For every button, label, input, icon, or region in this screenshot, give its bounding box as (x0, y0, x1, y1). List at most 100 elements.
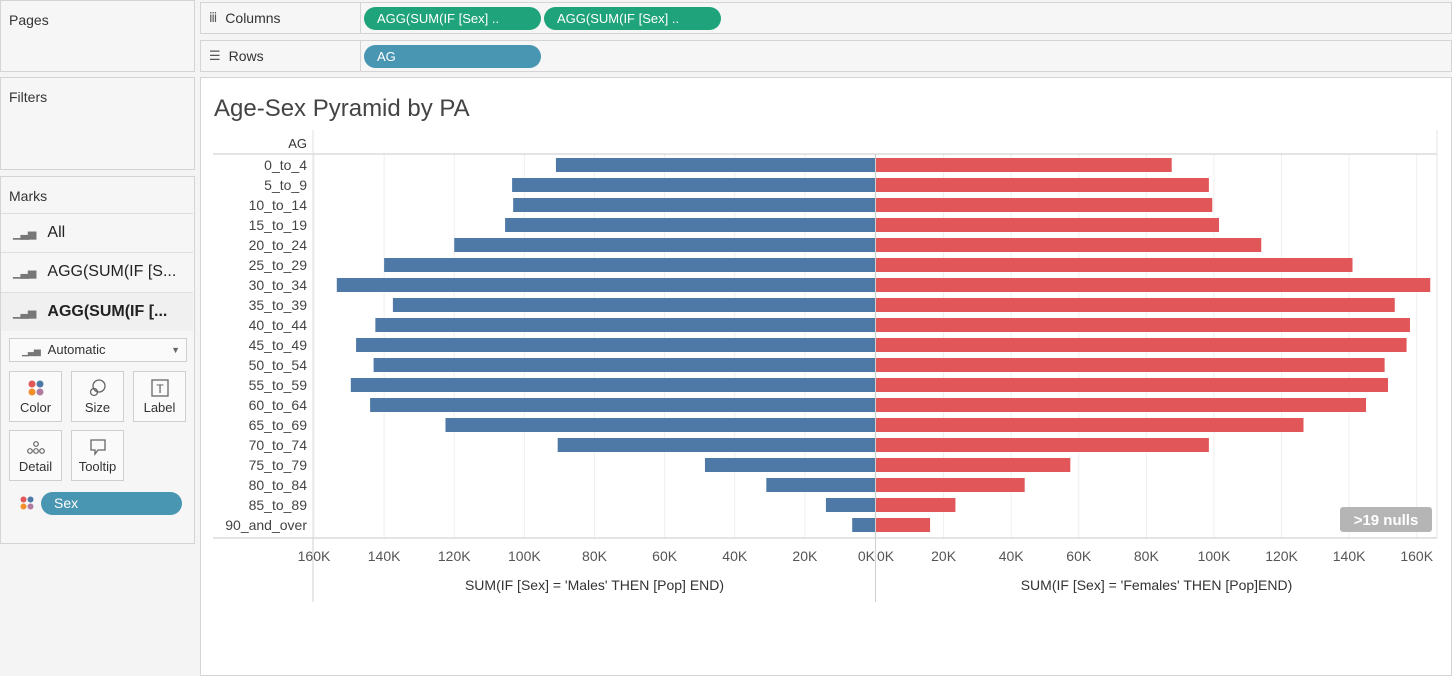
columns-shelf[interactable]: ⅲ Columns AGG(SUM(IF [Sex] .. AGG(SUM(IF… (200, 2, 1452, 34)
tooltip-icon (72, 437, 123, 457)
text-icon: T (134, 378, 185, 398)
svg-text:T: T (156, 382, 164, 396)
tick-label-males: 40K (722, 548, 748, 564)
bar-females (876, 178, 1209, 192)
color-label: Color (19, 400, 52, 415)
tick-label-males: 140K (368, 548, 401, 564)
color-button[interactable]: Color (9, 371, 62, 422)
bar-males (555, 158, 875, 172)
rows-icon: ☰ (209, 48, 221, 64)
bar-males (825, 498, 875, 512)
bar-females (876, 438, 1209, 452)
columns-pill-females[interactable]: AGG(SUM(IF [Sex] .. (544, 7, 721, 30)
detail-button[interactable]: Detail (9, 430, 62, 481)
rows-shelf[interactable]: ☰ Rows AG (200, 40, 1452, 72)
label-button[interactable]: T Label (133, 371, 186, 422)
row-label: 30_to_34 (249, 277, 308, 293)
row-label: 0_to_4 (264, 157, 307, 173)
mark-type-select[interactable]: ▁▃▅ Automatic ▼ (9, 338, 187, 362)
size-icon (72, 378, 123, 398)
bar-males (505, 218, 875, 232)
detail-label: Detail (18, 459, 53, 474)
bar-females (876, 358, 1385, 372)
bar-females (876, 398, 1367, 412)
axis-title-females: SUM(IF [Sex] = 'Females' THEN [Pop]END) (1021, 577, 1293, 593)
bar-chart-icon: ▁▃▅ (13, 265, 36, 279)
row-label: 75_to_79 (249, 457, 308, 473)
row-label: 60_to_64 (249, 397, 308, 413)
row-label: 15_to_19 (249, 217, 308, 233)
bar-males (704, 458, 875, 472)
row-label: 80_to_84 (249, 477, 308, 493)
marks-layer-females[interactable]: ▁▃▅ AGG(SUM(IF [... (1, 292, 193, 331)
bar-males (766, 478, 875, 492)
tick-label-females: 120K (1265, 548, 1298, 564)
tick-label-males: 20K (792, 548, 818, 564)
size-button[interactable]: Size (71, 371, 124, 422)
chevron-down-icon: ▼ (171, 345, 180, 355)
row-label: 45_to_49 (249, 337, 308, 353)
nulls-badge[interactable] (1340, 507, 1432, 532)
bar-females (876, 418, 1304, 432)
detail-icon (10, 437, 61, 457)
marks-layer-males[interactable]: ▁▃▅ AGG(SUM(IF [S... (1, 252, 193, 291)
bar-males (512, 178, 875, 192)
bar-males (513, 198, 875, 212)
bar-males (350, 378, 875, 392)
color-legend-icon (19, 495, 35, 516)
bar-chart-icon: ▁▃▅ (13, 226, 36, 240)
nulls-badge-label[interactable]: >19 nulls (1354, 512, 1419, 529)
color-icon (10, 378, 61, 398)
bar-males (454, 238, 875, 252)
filters-card[interactable]: Filters (0, 77, 195, 170)
chart-view: Age-Sex Pyramid by PA AG 0_to_4 5_to_9 10_t… (200, 77, 1452, 676)
bar-females (876, 478, 1025, 492)
row-label: 40_to_44 (249, 317, 308, 333)
bar-females (876, 518, 931, 532)
tick-label-females: 0K (877, 548, 895, 564)
row-label: 90_and_over (225, 517, 307, 533)
marks-layer-all[interactable]: ▁▃▅ All (1, 213, 193, 252)
bar-chart-icon: ▁▃▅ (22, 347, 41, 357)
marks-card: Marks ▁▃▅ All ▁▃▅ AGG(SUM(IF [S... ▁▃▅ A… (0, 176, 195, 544)
bar-chart-icon: ▁▃▅ (13, 305, 36, 319)
row-label: 70_to_74 (249, 437, 308, 453)
rows-pill-ag[interactable]: AG (364, 45, 541, 68)
label-label: Label (143, 400, 176, 415)
row-header-label: AG (288, 136, 307, 151)
marks-title: Marks (9, 188, 48, 204)
bar-females (876, 218, 1220, 232)
pages-card[interactable]: Pages (0, 0, 195, 72)
bar-males (384, 258, 875, 272)
rows-label: Rows (228, 48, 264, 64)
tick-label-males: 120K (438, 548, 471, 564)
bar-females (876, 198, 1213, 212)
bar-females (876, 378, 1388, 392)
row-label: 20_to_24 (249, 237, 308, 253)
bar-females (876, 158, 1172, 172)
marks-layer-label: AGG(SUM(IF [... (47, 303, 168, 320)
columns-pill-males[interactable]: AGG(SUM(IF [Sex] .. (364, 7, 541, 30)
bar-males (852, 518, 875, 532)
bar-females (876, 278, 1431, 292)
bar-females (876, 458, 1071, 472)
marks-layer-label: All (47, 224, 66, 241)
row-label: 25_to_29 (249, 257, 308, 273)
row-label: 35_to_39 (249, 297, 308, 313)
tick-label-males: 0K (858, 548, 876, 564)
tick-label-males: 100K (508, 548, 541, 564)
bar-females (876, 318, 1410, 332)
bar-males (392, 298, 875, 312)
columns-label: Columns (225, 10, 281, 26)
tick-label-females: 160K (1400, 548, 1433, 564)
tooltip-button[interactable]: Tooltip (71, 430, 124, 481)
bar-females (876, 338, 1407, 352)
bar-males (373, 358, 875, 372)
bar-males (370, 398, 875, 412)
row-label: 5_to_9 (264, 177, 307, 193)
sex-pill[interactable]: Sex (41, 492, 182, 515)
pages-title: Pages (9, 12, 49, 28)
bar-males (356, 338, 875, 352)
chart-title: Age-Sex Pyramid by PA (214, 95, 470, 122)
marks-layer-label: AGG(SUM(IF [S... (47, 263, 177, 280)
